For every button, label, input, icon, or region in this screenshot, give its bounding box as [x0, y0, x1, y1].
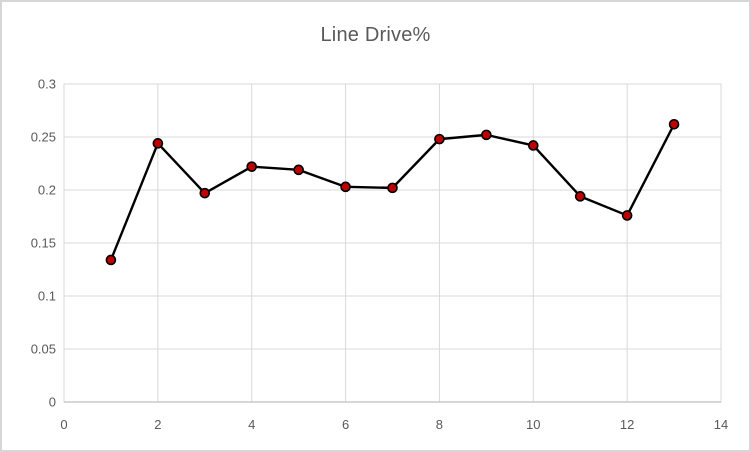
y-tick-label: 0.05: [31, 342, 56, 357]
y-tick-label: 0.15: [31, 236, 56, 251]
y-tick-label: 0.2: [38, 183, 56, 198]
data-point-marker: [199, 187, 211, 199]
data-point-marker: [387, 182, 398, 194]
data-point-marker: [105, 254, 117, 266]
chart-title: Line Drive%: [320, 24, 431, 46]
data-point-marker: [668, 118, 680, 130]
x-tick-label: 6: [342, 417, 349, 432]
x-tick-label: 8: [436, 417, 443, 432]
x-tick-label: 4: [248, 417, 255, 432]
data-point-marker: [293, 164, 304, 176]
y-tick-label: 0.1: [38, 289, 56, 304]
data-point-marker: [434, 133, 445, 145]
y-tick-label: 0: [49, 395, 56, 410]
x-tick-label: 10: [526, 417, 540, 432]
data-point-marker: [574, 191, 586, 202]
x-tick-label: 0: [60, 417, 67, 432]
data-point-marker: [152, 138, 164, 149]
y-tick-label: 0.25: [31, 130, 56, 145]
x-tick-label: 2: [154, 417, 161, 432]
y-tick-label: 0.3: [38, 77, 56, 92]
data-point-marker: [621, 210, 633, 221]
x-tick-label: 12: [620, 417, 634, 432]
data-point-marker: [481, 129, 492, 141]
data-point-marker: [527, 140, 539, 151]
x-tick-label: 14: [714, 417, 728, 432]
data-point-marker: [246, 161, 258, 172]
data-point-marker: [340, 181, 351, 193]
